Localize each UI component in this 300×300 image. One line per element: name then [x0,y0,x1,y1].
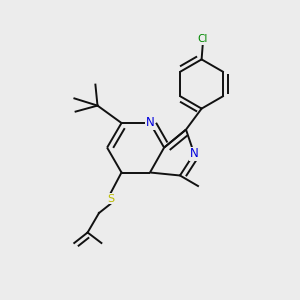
Text: S: S [107,194,115,204]
Text: N: N [146,116,154,130]
Text: N: N [190,147,199,160]
Text: Cl: Cl [198,34,208,44]
